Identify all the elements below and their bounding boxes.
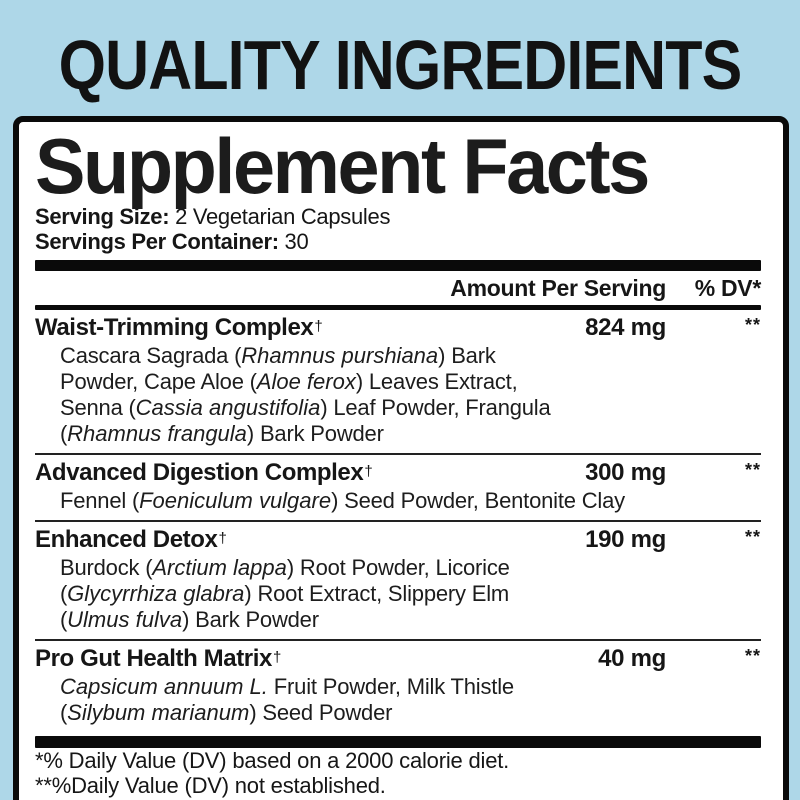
dagger-symbol: † (218, 530, 227, 548)
dagger-symbol: † (272, 649, 281, 667)
serving-size-label: Serving Size: (35, 204, 170, 230)
dagger-symbol: † (314, 318, 323, 336)
amount-value: 824 mg (585, 314, 666, 342)
ingredient-row-head: Waist-Trimming Complex† 824 mg ** (35, 314, 761, 342)
amount-value: 40 mg (598, 645, 666, 673)
ingredient-row-head: Enhanced Detox† 190 mg ** (35, 526, 761, 554)
ingredient-row-head: Advanced Digestion Complex† 300 mg ** (35, 459, 761, 487)
servings-per-container-label: Servings Per Container: (35, 229, 279, 255)
page-title: QUALITY INGREDIENTS (58, 26, 743, 104)
amount-value: 300 mg (585, 459, 666, 487)
footnote-not-established: **%Daily Value (DV) not established. (35, 773, 386, 799)
divider-medium (35, 305, 761, 311)
footnote-daily-value: *% Daily Value (DV) based on a 2000 calo… (35, 748, 510, 774)
dv-value: ** (744, 646, 761, 667)
dv-value: ** (744, 315, 761, 336)
serving-size-line: Serving Size: 2 Vegetarian Capsules (35, 204, 761, 229)
ingredient-name: Enhanced Detox† (35, 526, 227, 554)
ingredient-description: Capsicum annuum L. Fruit Powder, Milk Th… (60, 674, 514, 726)
column-header-row: Amount Per Serving % DV* (35, 271, 761, 305)
percent-dv-header: % DV* (694, 275, 762, 302)
ingredient-row: Waist-Trimming Complex† 824 mg ** Cascar… (35, 310, 761, 453)
serving-size-value: 2 Vegetarian Capsules (175, 204, 391, 230)
ingredient-name: Waist-Trimming Complex† (35, 314, 323, 342)
ingredient-row: Pro Gut Health Matrix† 40 mg ** Capsicum… (35, 639, 761, 732)
ingredient-row: Enhanced Detox† 190 mg ** Burdock (Arcti… (35, 520, 761, 639)
ingredient-name: Advanced Digestion Complex† (35, 459, 373, 487)
ingredient-description: Cascara Sagrada (Rhamnus purshiana) Bark… (60, 343, 551, 447)
dagger-symbol: † (364, 463, 373, 481)
servings-per-container-line: Servings Per Container: 30 (35, 229, 761, 254)
dv-value: ** (744, 460, 761, 481)
supplement-facts-panel: Supplement Facts Serving Size: 2 Vegetar… (13, 116, 789, 800)
amount-per-serving-header: Amount Per Serving (450, 275, 666, 302)
ingredient-name: Pro Gut Health Matrix† (35, 645, 281, 673)
panel-title: Supplement Facts (35, 122, 650, 210)
ingredient-description: Burdock (Arctium lappa) Root Powder, Lic… (60, 555, 510, 633)
divider-thick-bottom (35, 736, 761, 749)
ingredient-description: Fennel (Foeniculum vulgare) Seed Powder,… (60, 488, 625, 514)
dv-value: ** (744, 527, 761, 548)
ingredient-row: Advanced Digestion Complex† 300 mg ** Fe… (35, 453, 761, 520)
divider-thick-top (35, 260, 761, 272)
amount-value: 190 mg (585, 526, 666, 554)
ingredient-row-head: Pro Gut Health Matrix† 40 mg ** (35, 645, 761, 673)
servings-per-container-value: 30 (284, 229, 309, 255)
ingredient-rows: Waist-Trimming Complex† 824 mg ** Cascar… (35, 310, 761, 732)
